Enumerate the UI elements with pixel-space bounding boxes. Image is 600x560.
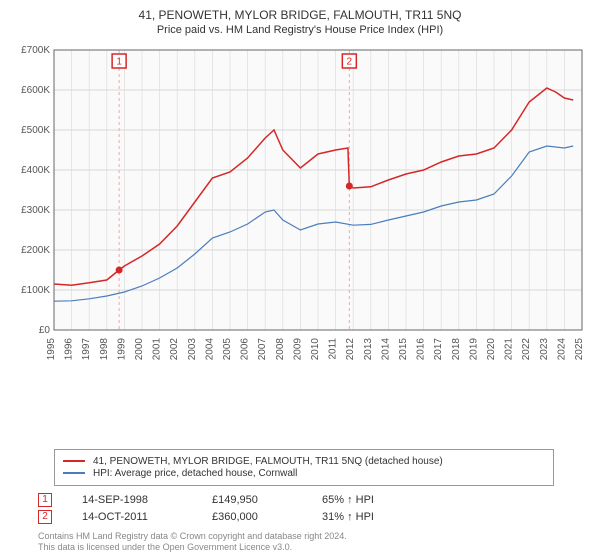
svg-text:2000: 2000 bbox=[134, 338, 145, 361]
svg-text:£500K: £500K bbox=[21, 125, 50, 136]
svg-text:2019: 2019 bbox=[468, 338, 479, 361]
chart-title: 41, PENOWETH, MYLOR BRIDGE, FALMOUTH, TR… bbox=[10, 8, 590, 22]
svg-text:2001: 2001 bbox=[152, 338, 163, 361]
svg-text:2006: 2006 bbox=[240, 338, 251, 361]
svg-text:2023: 2023 bbox=[539, 338, 550, 361]
svg-text:1: 1 bbox=[116, 57, 122, 68]
sale-price: £360,000 bbox=[212, 511, 292, 523]
legend-swatch bbox=[63, 460, 85, 462]
svg-text:£600K: £600K bbox=[21, 85, 50, 96]
svg-text:2010: 2010 bbox=[310, 338, 321, 361]
sale-row: 1 14-SEP-1998 £149,950 65% ↑ HPI bbox=[38, 493, 590, 507]
legend-item: HPI: Average price, detached house, Corn… bbox=[63, 468, 545, 479]
svg-text:£700K: £700K bbox=[21, 45, 50, 56]
svg-text:£100K: £100K bbox=[21, 285, 50, 296]
svg-text:2003: 2003 bbox=[187, 338, 198, 361]
legend-label: 41, PENOWETH, MYLOR BRIDGE, FALMOUTH, TR… bbox=[93, 456, 443, 467]
sale-price: £149,950 bbox=[212, 494, 292, 506]
legend-item: 41, PENOWETH, MYLOR BRIDGE, FALMOUTH, TR… bbox=[63, 456, 545, 467]
svg-text:2005: 2005 bbox=[222, 338, 233, 361]
svg-text:1998: 1998 bbox=[99, 338, 110, 361]
svg-text:2015: 2015 bbox=[398, 338, 409, 361]
sale-hpi: 65% ↑ HPI bbox=[322, 494, 412, 506]
svg-text:2022: 2022 bbox=[521, 338, 532, 361]
svg-text:2004: 2004 bbox=[204, 338, 215, 361]
svg-text:2016: 2016 bbox=[416, 338, 427, 361]
svg-text:1995: 1995 bbox=[46, 338, 57, 361]
svg-text:2013: 2013 bbox=[363, 338, 374, 361]
legend: 41, PENOWETH, MYLOR BRIDGE, FALMOUTH, TR… bbox=[54, 449, 554, 486]
sale-date: 14-OCT-2011 bbox=[82, 511, 182, 523]
svg-text:2009: 2009 bbox=[292, 338, 303, 361]
svg-text:1997: 1997 bbox=[81, 338, 92, 361]
legend-label: HPI: Average price, detached house, Corn… bbox=[93, 468, 297, 479]
svg-text:2007: 2007 bbox=[257, 338, 268, 361]
svg-text:2: 2 bbox=[347, 57, 353, 68]
sale-marker-icon: 1 bbox=[38, 493, 52, 507]
svg-text:1999: 1999 bbox=[116, 338, 127, 361]
sales-table: 1 14-SEP-1998 £149,950 65% ↑ HPI 2 14-OCT-201… bbox=[38, 490, 590, 527]
svg-text:£300K: £300K bbox=[21, 205, 50, 216]
svg-text:2008: 2008 bbox=[275, 338, 286, 361]
chart-subtitle: Price paid vs. HM Land Registry's House … bbox=[10, 24, 590, 36]
svg-text:2025: 2025 bbox=[574, 338, 585, 361]
svg-text:2018: 2018 bbox=[451, 338, 462, 361]
svg-text:£200K: £200K bbox=[21, 245, 50, 256]
svg-text:2024: 2024 bbox=[556, 338, 567, 361]
line-chart: £0 £100K £200K £300K £400K £500K £600K £700K 199… bbox=[10, 42, 590, 378]
sale-date: 14-SEP-1998 bbox=[82, 494, 182, 506]
svg-text:1996: 1996 bbox=[64, 338, 75, 361]
svg-text:£0: £0 bbox=[39, 325, 51, 336]
legend-swatch bbox=[63, 472, 85, 474]
svg-text:2017: 2017 bbox=[433, 338, 444, 361]
sale-marker-icon: 2 bbox=[38, 510, 52, 524]
chart-area: £0 £100K £200K £300K £400K £500K £600K £700K 199… bbox=[10, 42, 590, 443]
footer-attribution: Contains HM Land Registry data © Crown c… bbox=[38, 531, 590, 554]
svg-text:2021: 2021 bbox=[504, 338, 515, 361]
svg-text:2014: 2014 bbox=[380, 338, 391, 361]
svg-text:2012: 2012 bbox=[345, 338, 356, 361]
svg-text:2011: 2011 bbox=[328, 338, 339, 360]
svg-text:2020: 2020 bbox=[486, 338, 497, 361]
footer-line: This data is licensed under the Open Gov… bbox=[38, 542, 590, 554]
sale-hpi: 31% ↑ HPI bbox=[322, 511, 412, 523]
sale-row: 2 14-OCT-2011 £360,000 31% ↑ HPI bbox=[38, 510, 590, 524]
svg-text:2002: 2002 bbox=[169, 338, 180, 361]
footer-line: Contains HM Land Registry data © Crown c… bbox=[38, 531, 590, 543]
svg-text:£400K: £400K bbox=[21, 165, 50, 176]
